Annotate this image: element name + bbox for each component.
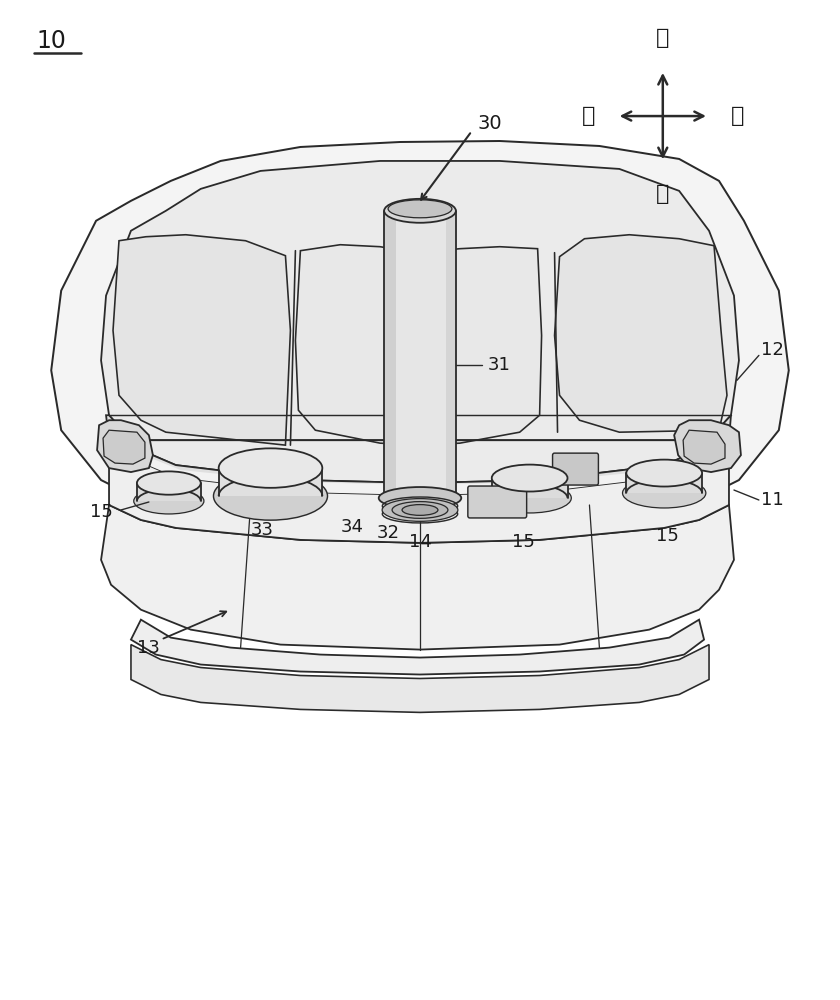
Polygon shape (97, 420, 153, 472)
Text: 13: 13 (138, 639, 160, 657)
Polygon shape (101, 505, 734, 650)
Ellipse shape (402, 505, 438, 515)
Polygon shape (131, 620, 704, 675)
Polygon shape (420, 247, 542, 445)
Ellipse shape (392, 502, 448, 518)
Text: 后: 后 (731, 106, 744, 126)
Text: 33: 33 (251, 521, 274, 539)
Ellipse shape (382, 499, 458, 521)
Text: 15: 15 (90, 503, 113, 521)
Text: 10: 10 (36, 29, 66, 53)
Ellipse shape (379, 487, 461, 509)
Text: 前: 前 (581, 106, 595, 126)
Text: 11: 11 (761, 491, 784, 509)
Text: 30: 30 (478, 114, 502, 133)
Ellipse shape (491, 465, 568, 492)
Ellipse shape (488, 483, 571, 513)
Ellipse shape (213, 472, 328, 520)
Polygon shape (296, 245, 420, 445)
Polygon shape (554, 235, 727, 432)
Polygon shape (109, 440, 729, 495)
Polygon shape (384, 211, 396, 498)
Polygon shape (113, 235, 291, 445)
Text: 12: 12 (761, 341, 784, 359)
Polygon shape (51, 141, 789, 535)
Text: 15: 15 (656, 527, 679, 545)
Text: 15: 15 (512, 533, 535, 551)
Text: 右: 右 (656, 184, 669, 204)
Polygon shape (131, 645, 709, 712)
Polygon shape (218, 468, 323, 496)
Polygon shape (384, 211, 456, 498)
Polygon shape (446, 211, 456, 498)
Text: 左: 左 (656, 28, 669, 48)
Ellipse shape (622, 478, 706, 508)
Polygon shape (106, 415, 731, 495)
Polygon shape (491, 478, 568, 498)
Polygon shape (103, 430, 145, 464)
Polygon shape (109, 440, 729, 543)
Text: 32: 32 (376, 524, 400, 542)
Polygon shape (101, 161, 739, 483)
Ellipse shape (134, 488, 204, 514)
Polygon shape (675, 420, 741, 472)
Text: 34: 34 (341, 518, 364, 536)
Ellipse shape (388, 200, 452, 218)
Ellipse shape (627, 460, 702, 487)
Polygon shape (137, 483, 201, 501)
FancyBboxPatch shape (468, 486, 527, 518)
Text: 14: 14 (408, 533, 432, 551)
Text: 31: 31 (488, 356, 511, 374)
Ellipse shape (384, 199, 456, 223)
Ellipse shape (218, 448, 323, 488)
Polygon shape (683, 430, 725, 464)
Ellipse shape (137, 471, 201, 495)
Polygon shape (627, 473, 702, 493)
FancyBboxPatch shape (553, 453, 598, 485)
